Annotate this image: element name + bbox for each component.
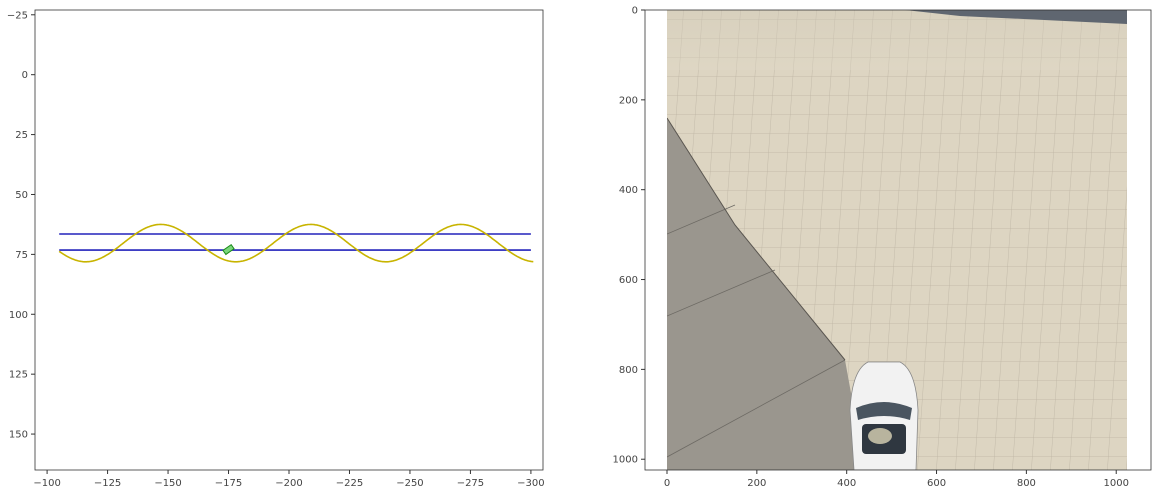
x-tick-label: −150 bbox=[154, 478, 181, 489]
right-y-axis: 0 200 400 600 800 1000 bbox=[613, 6, 645, 466]
left-plot-series bbox=[58, 223, 534, 263]
asphalt-area bbox=[667, 118, 865, 470]
y-tick-label: 800 bbox=[619, 365, 638, 376]
y-tick-label: −25 bbox=[7, 10, 28, 21]
series-line-2 bbox=[58, 223, 534, 263]
left-y-axis: −25 0 25 50 75 100 125 150 bbox=[7, 10, 35, 441]
left-x-axis: −100 −125 −150 −175 −200 −225 −250 −275 −300 bbox=[33, 470, 545, 489]
left-plot: −100 −125 −150 −175 −200 −225 −250 −275 −300 −25… bbox=[7, 9, 545, 489]
left-plot-frame bbox=[34, 9, 544, 471]
x-tick-label: −225 bbox=[336, 478, 363, 489]
x-tick-label: 200 bbox=[747, 478, 766, 489]
x-tick-label: 1000 bbox=[1103, 478, 1128, 489]
y-tick-label: 400 bbox=[619, 185, 638, 196]
x-tick-label: −275 bbox=[457, 478, 484, 489]
x-tick-label: 0 bbox=[664, 478, 670, 489]
y-tick-label: 100 bbox=[9, 310, 28, 321]
x-tick-label: −125 bbox=[94, 478, 121, 489]
x-tick-label: −250 bbox=[396, 478, 423, 489]
car bbox=[849, 361, 919, 470]
vehicle-marker-box bbox=[222, 243, 235, 256]
x-tick-label: 800 bbox=[1017, 478, 1036, 489]
y-tick-label: 75 bbox=[15, 250, 28, 261]
y-tick-label: 50 bbox=[15, 190, 28, 201]
x-tick-label: 600 bbox=[927, 478, 946, 489]
y-tick-label: 0 bbox=[22, 70, 28, 81]
y-tick-label: 150 bbox=[9, 430, 28, 441]
x-tick-label: 400 bbox=[837, 478, 856, 489]
x-tick-label: −175 bbox=[215, 478, 242, 489]
vehicle-marker bbox=[222, 243, 235, 256]
x-tick-label: −300 bbox=[517, 478, 544, 489]
y-tick-label: 0 bbox=[632, 6, 638, 17]
x-tick-label: −100 bbox=[33, 478, 60, 489]
camera-image bbox=[667, 10, 1127, 470]
y-tick-label: 1000 bbox=[613, 455, 638, 466]
road-strip bbox=[905, 10, 1127, 24]
y-tick-label: 125 bbox=[9, 370, 28, 381]
x-tick-label: −200 bbox=[275, 478, 302, 489]
right-plot-frame bbox=[644, 9, 1152, 471]
right-plot: 0 200 400 600 800 1000 0 200 400 600 800 1000 bbox=[613, 6, 1152, 489]
y-tick-label: 200 bbox=[619, 95, 638, 106]
y-tick-label: 25 bbox=[15, 130, 28, 141]
y-tick-label: 600 bbox=[619, 275, 638, 286]
right-x-axis: 0 200 400 600 800 1000 bbox=[664, 470, 1129, 489]
